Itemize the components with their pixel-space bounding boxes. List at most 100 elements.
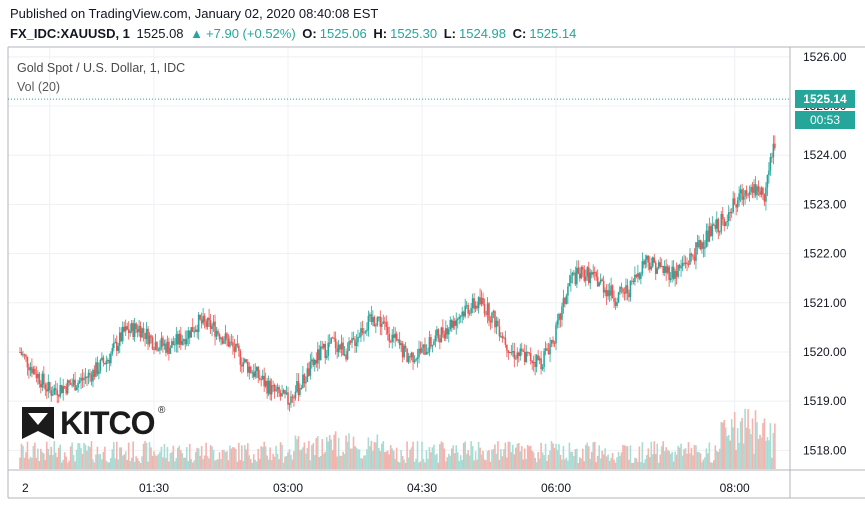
candle-body [455, 319, 458, 326]
candle-body [394, 333, 396, 338]
candle-body [561, 306, 563, 320]
candle-body [477, 297, 480, 309]
candle-body [413, 360, 416, 363]
volume-bar [322, 453, 325, 469]
candle-body [442, 327, 444, 335]
volume-bar [254, 459, 257, 469]
volume-bar [713, 460, 715, 469]
volume-bar [252, 454, 255, 469]
volume-bar [41, 452, 44, 469]
volume-bar [584, 444, 587, 469]
volume-bar [215, 459, 218, 469]
candle-body [101, 357, 103, 361]
candle-body [452, 320, 455, 328]
volume-bar [635, 458, 638, 469]
volume-bar [751, 418, 754, 469]
volume-bar [724, 427, 727, 469]
candle-body [104, 363, 106, 365]
candle-body [587, 267, 590, 283]
candle-body [264, 380, 267, 387]
volume-bar [29, 456, 32, 469]
candle-body [671, 266, 673, 279]
candle-body [659, 262, 662, 267]
volume-bar [90, 441, 93, 469]
candle-body [544, 348, 547, 352]
volume-bar [319, 455, 322, 469]
x-tick-label: 2 [22, 481, 29, 495]
candle-body [74, 379, 76, 391]
candle-body [197, 314, 200, 333]
volume-bar [46, 441, 48, 469]
candle-body [747, 194, 749, 196]
volume-bar [154, 455, 157, 469]
candle-body [415, 359, 417, 361]
volume-bar [651, 454, 654, 469]
candle-body [114, 341, 117, 343]
candle-body [404, 345, 407, 349]
candle-body [71, 384, 73, 386]
candle-body [102, 357, 105, 364]
volume-bar [249, 459, 252, 469]
candle-body [206, 317, 209, 327]
volume-bar [354, 446, 356, 469]
candle-body [646, 255, 648, 260]
candle-body [562, 297, 565, 307]
volume-bar [294, 435, 297, 469]
volume-bar [269, 447, 271, 469]
volume-bar [300, 449, 303, 469]
volume-bar [409, 449, 411, 469]
volume-bar [553, 448, 556, 469]
volume-bar [710, 462, 712, 469]
candle-body [357, 337, 359, 343]
candle-body [754, 184, 757, 196]
y-tick-label: 1520.00 [803, 345, 847, 359]
volume-bar [526, 444, 529, 469]
candle-body [692, 255, 694, 257]
candle-body [117, 345, 120, 351]
volume-bar [281, 444, 283, 469]
volume-bar [498, 459, 501, 469]
volume-bar [617, 451, 620, 469]
volume-bar [80, 448, 82, 469]
candle-body [714, 225, 717, 229]
candle-body [281, 393, 283, 397]
candle-body [205, 321, 207, 327]
volume-bar [369, 446, 371, 469]
volume-bar [680, 443, 682, 469]
candle-body [534, 362, 536, 368]
x-tick-label: 08:00 [720, 481, 750, 495]
volume-bar [671, 451, 673, 469]
candle-body [736, 200, 739, 208]
candle-body [54, 388, 57, 391]
candle-body [448, 329, 450, 335]
volume-bar [367, 437, 370, 469]
volume-bar [75, 449, 78, 469]
volume-bar [464, 441, 466, 469]
volume-bar [470, 441, 472, 469]
volume-bar [589, 458, 592, 469]
candle-body [343, 354, 346, 356]
volume-bar [598, 445, 600, 469]
volume-bar [610, 457, 612, 469]
volume-bar [392, 450, 395, 469]
volume-bar [194, 452, 197, 469]
candle-body [482, 297, 484, 305]
volume-bar [735, 449, 737, 469]
volume-bar [373, 442, 376, 469]
candle-body [443, 334, 446, 339]
candle-body [110, 353, 112, 364]
volume-bar [370, 440, 373, 469]
candle-body [403, 345, 405, 358]
volume-bar [382, 441, 385, 469]
volume-bar [99, 453, 102, 469]
volume-bar [181, 453, 184, 469]
candle-body [696, 242, 699, 248]
candle-body [732, 198, 734, 212]
candle-body [346, 350, 349, 360]
volume-bar [476, 459, 478, 469]
volume-bar [151, 455, 154, 469]
volume-bar [702, 459, 705, 469]
volume-bar [528, 446, 530, 469]
